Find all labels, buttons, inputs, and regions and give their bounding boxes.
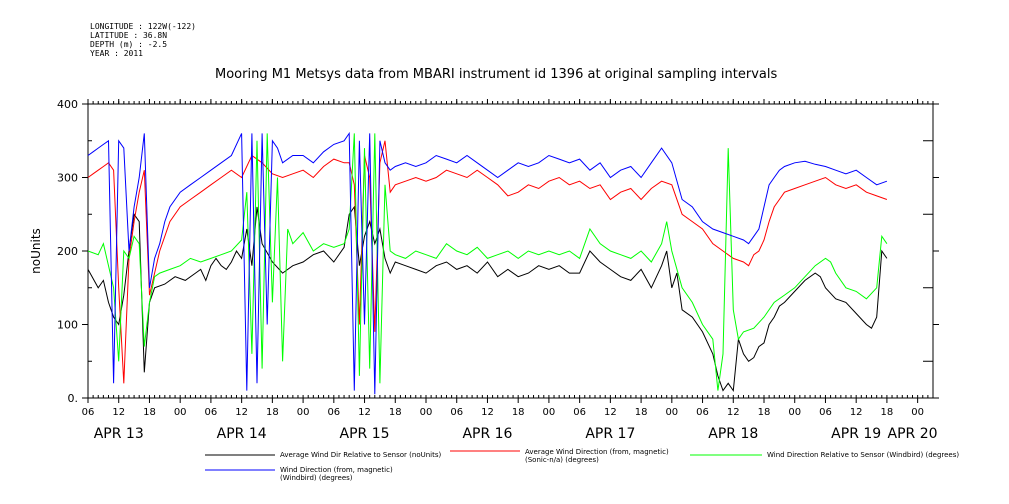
x-tick-label: 18 [758, 407, 771, 418]
y-tick-label: 300 [57, 172, 78, 185]
x-tick-label: 00 [297, 407, 310, 418]
x-tick-label: 18 [635, 407, 648, 418]
x-tick-label: 00 [665, 407, 678, 418]
y-tick-label: 0. [68, 392, 79, 405]
y-tick-label: 400 [57, 98, 78, 111]
legend-label-wind-dir-relative-windbird: Wind Direction Relative to Sensor (Windb… [767, 451, 960, 459]
x-tick-label: 12 [235, 407, 248, 418]
series-line-1 [87, 140, 888, 384]
x-tick-label: 12 [481, 407, 494, 418]
x-tick-label: 12 [604, 407, 617, 418]
x-tick-label: 06 [205, 407, 218, 418]
x-tick-label: 00 [543, 407, 556, 418]
x-day-label: APR 13 [94, 426, 144, 442]
x-tick-label: 06 [450, 407, 463, 418]
x-tick-label: 18 [881, 407, 894, 418]
legend-label-avg-wind-dir-relative: Average Wind Dir Relative to Sensor (noU… [280, 451, 442, 459]
x-tick-label: 06 [819, 407, 832, 418]
x-tick-label: 18 [512, 407, 525, 418]
x-day-label: APR 16 [462, 426, 512, 442]
chart-title: Mooring M1 Metsys data from MBARI instru… [215, 67, 778, 82]
x-tick-label: 12 [727, 407, 740, 418]
x-tick-label: 00 [788, 407, 801, 418]
x-tick-label: 18 [143, 407, 156, 418]
x-day-label: APR 17 [585, 426, 635, 442]
series-line-2 [87, 133, 888, 391]
series-line-0 [87, 205, 888, 392]
legend-label-avg-wind-direction: Average Wind Direction (from, magnetic) … [525, 448, 669, 464]
x-tick-label: 06 [573, 407, 586, 418]
x-day-label: APR 20 [888, 426, 938, 442]
x-tick-label: 06 [327, 407, 340, 418]
x-tick-label: 18 [389, 407, 402, 418]
x-tick-label: 12 [850, 407, 863, 418]
x-day-label: APR 18 [708, 426, 758, 442]
x-tick-label: 12 [358, 407, 371, 418]
y-axis-label: noUnits [29, 228, 43, 274]
x-tick-label: 06 [82, 407, 95, 418]
x-day-label: APR 14 [217, 426, 267, 442]
x-day-label: APR 15 [340, 426, 390, 442]
plot-frame [87, 103, 934, 399]
legend-label-wind-direction-windbird: Wind Direction (from, magnetic) (Windbir… [280, 466, 393, 482]
x-tick-label: 00 [174, 407, 187, 418]
x-tick-label: 00 [911, 407, 924, 418]
latitude-label: LATITUDE : 36.8N [90, 31, 168, 40]
y-tick-label: 200 [57, 245, 78, 258]
x-tick-label: 12 [112, 407, 125, 418]
year-label: YEAR : 2011 [90, 49, 143, 58]
x-day-label: APR 19 [831, 426, 881, 442]
depth-label: DEPTH (m) : -2.5 [90, 40, 168, 49]
x-tick-label: 00 [420, 407, 433, 418]
longitude-label: LONGITUDE : 122W(-122) [90, 22, 196, 31]
y-tick-label: 100 [57, 319, 78, 332]
x-tick-label: 18 [266, 407, 279, 418]
series-line-3 [87, 131, 888, 395]
x-tick-label: 06 [696, 407, 709, 418]
